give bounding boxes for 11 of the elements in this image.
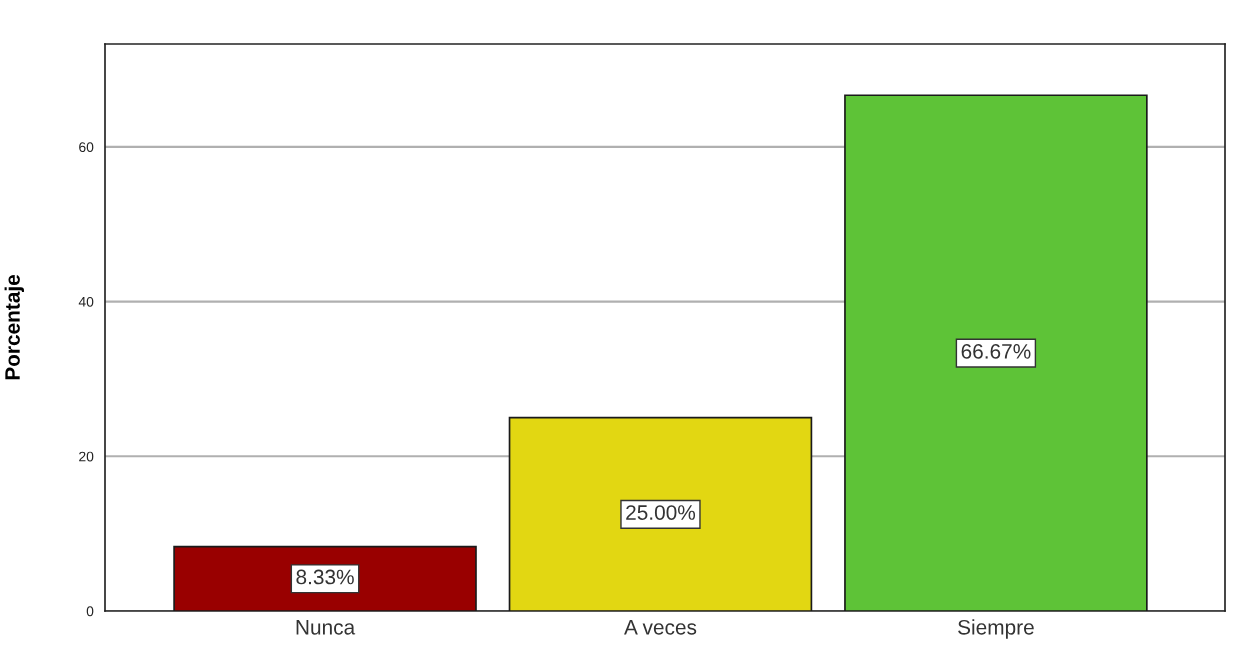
y-tick-label: 20 — [79, 451, 94, 462]
y-tick-label: 40 — [78, 296, 94, 307]
x-tick-label: Nunca — [296, 620, 356, 635]
y-tick-label: 0 — [86, 606, 94, 617]
data-label: 66.67% — [961, 343, 1031, 359]
data-label: 8.33% — [296, 569, 354, 585]
x-tick-label: Siempre — [958, 619, 1034, 639]
x-tick-label: A veces — [624, 620, 697, 635]
data-label: 25.00% — [626, 505, 696, 520]
y-axis-title: Porcentaje — [4, 274, 24, 380]
y-tick-label: 60 — [79, 142, 94, 153]
